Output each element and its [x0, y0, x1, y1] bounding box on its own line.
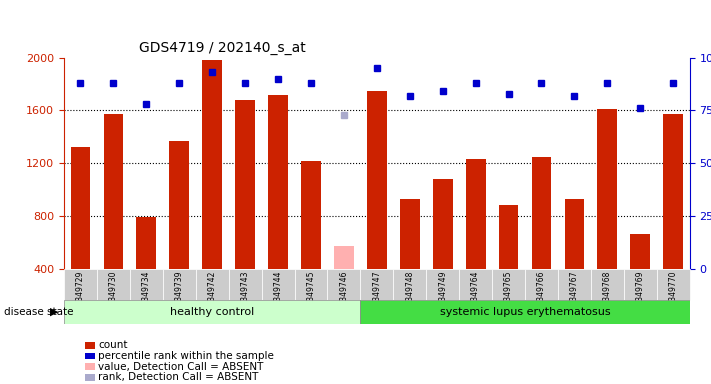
FancyBboxPatch shape	[262, 269, 294, 300]
Text: GSM349729: GSM349729	[76, 270, 85, 317]
FancyBboxPatch shape	[360, 300, 690, 324]
Bar	[532, 157, 551, 269]
Text: GSM349743: GSM349743	[240, 270, 250, 317]
FancyBboxPatch shape	[525, 269, 558, 300]
Bar	[663, 114, 683, 269]
Bar	[301, 161, 321, 269]
Bar	[565, 199, 584, 269]
FancyBboxPatch shape	[64, 269, 97, 300]
Text: GDS4719 / 202140_s_at: GDS4719 / 202140_s_at	[139, 41, 306, 55]
Text: GSM349730: GSM349730	[109, 270, 118, 317]
Text: GSM349747: GSM349747	[373, 270, 381, 317]
FancyBboxPatch shape	[426, 269, 459, 300]
FancyBboxPatch shape	[196, 269, 229, 300]
FancyBboxPatch shape	[163, 269, 196, 300]
Text: count: count	[98, 340, 127, 350]
Text: GSM349749: GSM349749	[438, 270, 447, 317]
FancyBboxPatch shape	[459, 269, 492, 300]
Bar	[104, 114, 123, 269]
Text: healthy control: healthy control	[170, 307, 255, 317]
Bar	[203, 60, 222, 269]
Text: GSM349734: GSM349734	[141, 270, 151, 317]
Bar	[137, 217, 156, 269]
Bar	[597, 109, 617, 269]
FancyBboxPatch shape	[360, 269, 393, 300]
Text: disease state: disease state	[4, 307, 73, 317]
Bar	[334, 247, 354, 269]
Bar	[235, 100, 255, 269]
Text: GSM349765: GSM349765	[504, 270, 513, 317]
Bar	[367, 91, 387, 269]
Text: GSM349748: GSM349748	[405, 270, 415, 317]
Text: GSM349739: GSM349739	[175, 270, 183, 317]
Bar	[466, 159, 486, 269]
FancyBboxPatch shape	[558, 269, 591, 300]
FancyBboxPatch shape	[657, 269, 690, 300]
Text: GSM349767: GSM349767	[570, 270, 579, 317]
Text: ▶: ▶	[50, 307, 58, 317]
FancyBboxPatch shape	[97, 269, 130, 300]
Text: GSM349770: GSM349770	[669, 270, 678, 317]
Bar	[400, 199, 419, 269]
FancyBboxPatch shape	[294, 269, 328, 300]
Bar	[433, 179, 453, 269]
Text: rank, Detection Call = ABSENT: rank, Detection Call = ABSENT	[98, 372, 259, 382]
Bar	[70, 147, 90, 269]
FancyBboxPatch shape	[492, 269, 525, 300]
Bar	[268, 94, 288, 269]
Bar	[498, 205, 518, 269]
Bar	[631, 235, 650, 269]
Text: value, Detection Call = ABSENT: value, Detection Call = ABSENT	[98, 362, 264, 372]
Text: systemic lupus erythematosus: systemic lupus erythematosus	[439, 307, 610, 317]
Text: GSM349768: GSM349768	[603, 270, 612, 317]
Text: GSM349766: GSM349766	[537, 270, 546, 317]
Text: GSM349744: GSM349744	[274, 270, 282, 317]
Text: GSM349764: GSM349764	[471, 270, 480, 317]
Bar	[169, 141, 189, 269]
FancyBboxPatch shape	[328, 269, 360, 300]
FancyBboxPatch shape	[130, 269, 163, 300]
FancyBboxPatch shape	[591, 269, 624, 300]
FancyBboxPatch shape	[64, 300, 360, 324]
Text: GSM349746: GSM349746	[339, 270, 348, 317]
Text: GSM349742: GSM349742	[208, 270, 217, 317]
FancyBboxPatch shape	[229, 269, 262, 300]
FancyBboxPatch shape	[393, 269, 426, 300]
Text: GSM349769: GSM349769	[636, 270, 645, 317]
FancyBboxPatch shape	[624, 269, 657, 300]
Text: GSM349745: GSM349745	[306, 270, 316, 317]
Text: percentile rank within the sample: percentile rank within the sample	[98, 351, 274, 361]
